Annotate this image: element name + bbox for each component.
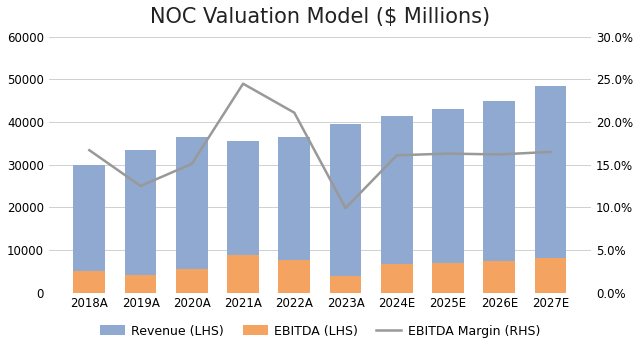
Bar — [432, 263, 464, 293]
EBITDA Margin (RHS) — [444, 151, 452, 156]
EBITDA Margin (RHS) — [188, 162, 196, 166]
Bar — [74, 271, 105, 293]
Bar — [534, 258, 566, 293]
Bar — [227, 141, 259, 293]
Bar — [381, 264, 413, 293]
Legend: Revenue (LHS), EBITDA (LHS), EBITDA Margin (RHS): Revenue (LHS), EBITDA (LHS), EBITDA Marg… — [95, 319, 545, 342]
EBITDA Margin (RHS) — [393, 153, 401, 157]
EBITDA Margin (RHS) — [239, 82, 247, 86]
Bar — [278, 137, 310, 293]
Bar — [278, 260, 310, 293]
Bar — [227, 256, 259, 293]
EBITDA Margin (RHS) — [86, 148, 93, 152]
Bar — [330, 276, 362, 293]
Bar — [381, 116, 413, 293]
EBITDA Margin (RHS) — [547, 150, 554, 154]
Bar — [483, 101, 515, 293]
EBITDA Margin (RHS) — [342, 206, 349, 210]
EBITDA Margin (RHS) — [291, 110, 298, 115]
Bar — [125, 275, 156, 293]
EBITDA Margin (RHS) — [137, 184, 145, 188]
Bar — [125, 150, 156, 293]
Bar — [534, 86, 566, 293]
Bar — [330, 124, 362, 293]
EBITDA Margin (RHS) — [495, 152, 503, 157]
Bar — [432, 109, 464, 293]
Bar — [176, 137, 208, 293]
Bar — [176, 269, 208, 293]
Title: NOC Valuation Model ($ Millions): NOC Valuation Model ($ Millions) — [150, 7, 490, 27]
Bar — [483, 262, 515, 293]
Bar — [74, 164, 105, 293]
Line: EBITDA Margin (RHS): EBITDA Margin (RHS) — [90, 84, 550, 208]
